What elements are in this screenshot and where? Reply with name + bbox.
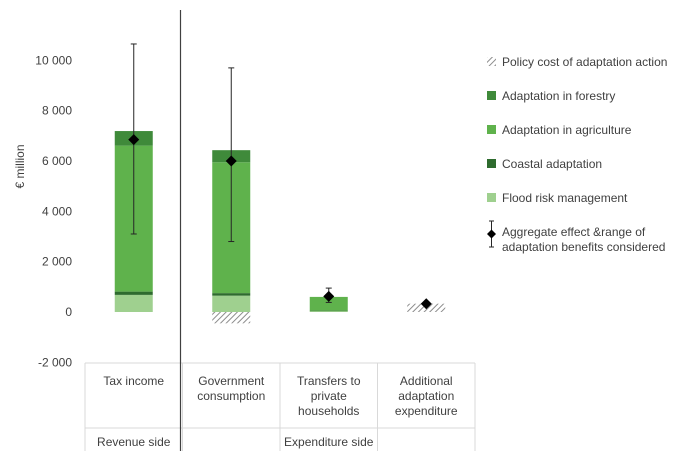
y-tick-label: 0 — [65, 305, 72, 319]
bar-segment-adaptation-in-agriculture — [309, 296, 348, 311]
legend-label-policy-cost-of-adaptation-action: Policy cost of adaptation action — [502, 55, 667, 69]
legend-label-coastal-adaptation: Coastal adaptation — [502, 157, 602, 171]
legend-swatch-flood-risk-management — [487, 193, 496, 202]
legend-label-adaptation-in-forestry: Adaptation in forestry — [502, 89, 615, 103]
y-axis-label: € million — [13, 144, 27, 188]
aggregate-marker — [128, 134, 140, 146]
bar-segment-coastal-adaptation — [309, 310, 348, 312]
bar-segment-coastal-adaptation — [114, 291, 153, 295]
y-tick-label: 8 000 — [42, 104, 72, 118]
legend-swatch-policy-cost-of-adaptation-action — [487, 57, 496, 66]
aggregate-marker — [323, 290, 335, 302]
bar-segment-flood-risk-management — [114, 294, 153, 312]
plot-area: -2 000 0 2 000 4 000 6 000 8 000 10 000 € milli… — [13, 10, 476, 451]
legend-label-aggregate-effect-range-of-adaptation-benefits-considered: Aggregate effect &range of adaptation ben… — [502, 225, 665, 254]
bar-segment-coastal-adaptation — [212, 293, 251, 296]
legend-label-adaptation-in-agriculture: Adaptation in agriculture — [502, 123, 632, 137]
group-label: Revenue side — [97, 435, 171, 449]
legend-swatch-adaptation-in-forestry — [487, 91, 496, 100]
legend-swatch-coastal-adaptation — [487, 159, 496, 168]
legend-aggregate-marker — [487, 229, 496, 239]
legend: Policy cost of adaptation action Adaptati… — [487, 55, 667, 254]
aggregate-marker — [420, 298, 432, 310]
y-tick-label: 2 000 — [42, 255, 72, 269]
bar-segment-flood-risk-management — [212, 295, 251, 312]
category-label: Additional adaptation expenditure — [395, 374, 458, 418]
category-label: Transfers to private households — [297, 374, 361, 418]
bar-segment-flood-risk-management — [309, 310, 348, 312]
aggregate-marker — [225, 155, 237, 167]
bar-segment-policy-cost-of-adaptation-action — [212, 312, 251, 324]
y-tick-label: 10 000 — [35, 53, 72, 67]
legend-label-flood-risk-management: Flood risk management — [502, 191, 628, 205]
y-tick-label: 4 000 — [42, 204, 72, 218]
legend-swatch-adaptation-in-agriculture — [487, 125, 496, 134]
category-label: Tax income — [103, 374, 164, 388]
y-tick-label: -2 000 — [38, 355, 72, 369]
group-label: Expenditure side — [284, 435, 374, 449]
y-tick-label: 6 000 — [42, 154, 72, 168]
category-label: Government consumption — [197, 374, 265, 403]
